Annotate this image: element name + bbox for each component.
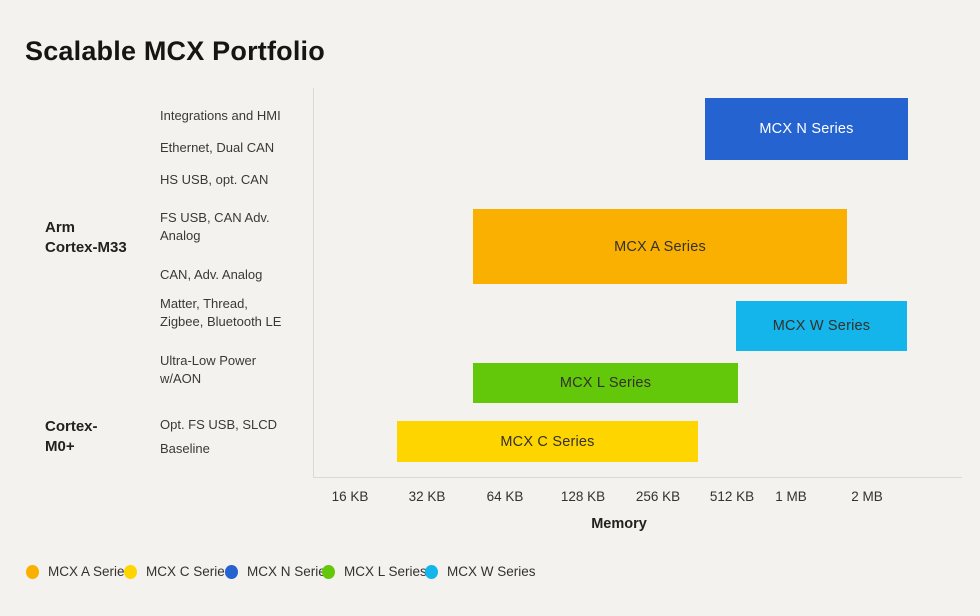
- y-axis-line: [313, 88, 314, 477]
- bar-label: MCX L Series: [559, 375, 652, 391]
- legend-label: MCX A Series: [48, 564, 132, 579]
- bar-label: MCX N Series: [759, 121, 854, 137]
- row-label: CAN, Adv. Analog: [160, 267, 263, 282]
- x-tick-label: 32 KB: [408, 489, 446, 504]
- x-tick-label: 2 MB: [851, 489, 883, 504]
- x-axis-line: [313, 477, 962, 478]
- legend-swatch: [26, 564, 39, 579]
- page-title: Scalable MCX Portfolio: [25, 36, 325, 66]
- legend-label: MCX C Series: [146, 564, 232, 579]
- legend-label: MCX W Series: [447, 564, 536, 579]
- legend-item: MCX C Series: [124, 564, 232, 579]
- legend-item: MCX A Series: [26, 564, 131, 579]
- bar-label: MCX A Series: [614, 238, 706, 255]
- x-tick-label: 512 KB: [709, 489, 755, 504]
- x-tick-label: 1 MB: [775, 489, 807, 504]
- row-label: HS USB, opt. CAN: [160, 172, 269, 187]
- row-label: Matter, Thread, Zigbee, Bluetooth LE: [160, 296, 282, 329]
- legend-label: MCX N Series: [247, 564, 333, 579]
- x-tick-label: 256 KB: [635, 489, 681, 504]
- legend-item: MCX W Series: [425, 564, 536, 579]
- legend-swatch: [425, 564, 438, 579]
- legend-item: MCX L Series: [322, 564, 427, 579]
- bar-label: MCX W Series: [772, 318, 871, 334]
- row-label: Baseline: [160, 441, 210, 456]
- legend: MCX A Series MCX C Series MCX N Series MCX …: [0, 564, 980, 584]
- row-label: Opt. FS USB, SLCD: [160, 417, 278, 432]
- bar-mcx-w-series: MCX W Series: [736, 301, 907, 351]
- bar-mcx-l-series: MCX L Series: [473, 363, 738, 403]
- bar-mcx-n-series: MCX N Series: [705, 98, 908, 160]
- legend-swatch: [124, 564, 137, 579]
- bar-mcx-c-series: MCX C Series: [397, 421, 698, 462]
- bar-mcx-a-series: MCX A Series: [473, 209, 847, 284]
- legend-swatch: [225, 564, 238, 579]
- cpu-group-label: Cortex- M0+: [45, 418, 98, 455]
- x-axis-title: Memory: [591, 516, 647, 532]
- row-label: Integrations and HMI: [160, 108, 281, 123]
- legend-swatch: [322, 564, 335, 579]
- cpu-group-label: Arm Cortex-M33: [45, 219, 127, 256]
- row-label: FS USB, CAN Adv. Analog: [160, 210, 270, 243]
- legend-item: MCX N Series: [225, 564, 333, 579]
- x-tick-label: 128 KB: [560, 489, 606, 504]
- row-label: Ultra-Low Power w/AON: [160, 353, 257, 386]
- bar-label: MCX C Series: [500, 433, 595, 450]
- x-tick-label: 64 KB: [486, 489, 524, 504]
- legend-label: MCX L Series: [344, 564, 427, 579]
- row-label: Ethernet, Dual CAN: [160, 140, 275, 155]
- x-tick-label: 16 KB: [331, 489, 369, 504]
